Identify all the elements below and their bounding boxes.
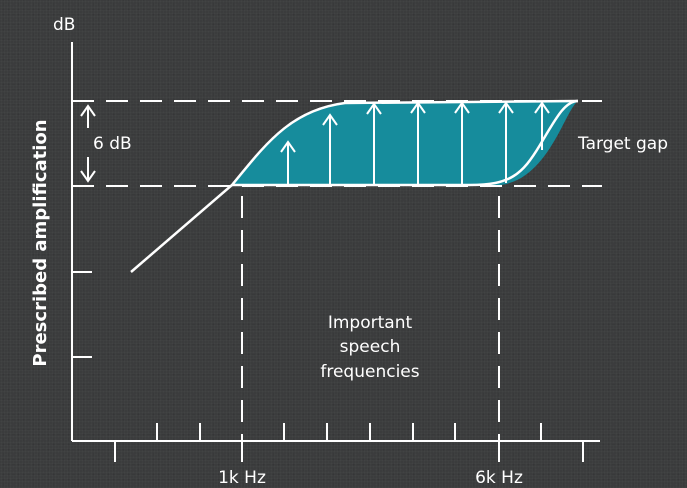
x-label-6k: 6k Hz — [475, 468, 523, 488]
gap-size-label: 6 dB — [93, 134, 132, 154]
gain-arrow — [498, 101, 514, 183]
prescription-curve — [130, 99, 579, 273]
target-curve — [232, 99, 579, 187]
gain-arrow — [322, 113, 338, 185]
speech-region-line: frequencies — [320, 362, 419, 382]
speech-region-line: speech — [340, 337, 401, 357]
y-unit-label: dB — [53, 15, 75, 35]
y-axis-title: Prescribed amplification — [30, 119, 51, 366]
target-gap-label: Target gap — [577, 134, 668, 154]
target-gap-region — [232, 101, 578, 185]
x-ticks — [114, 423, 584, 462]
y-ticks — [72, 100, 92, 358]
speech-region-label: Important speech frequencies — [320, 313, 419, 382]
speech-region-line: Important — [328, 313, 413, 333]
x-label-1k: 1k Hz — [218, 468, 266, 488]
gain-arrow — [280, 140, 296, 185]
gain-arrows — [280, 101, 550, 185]
six-db-bracket — [80, 104, 96, 183]
